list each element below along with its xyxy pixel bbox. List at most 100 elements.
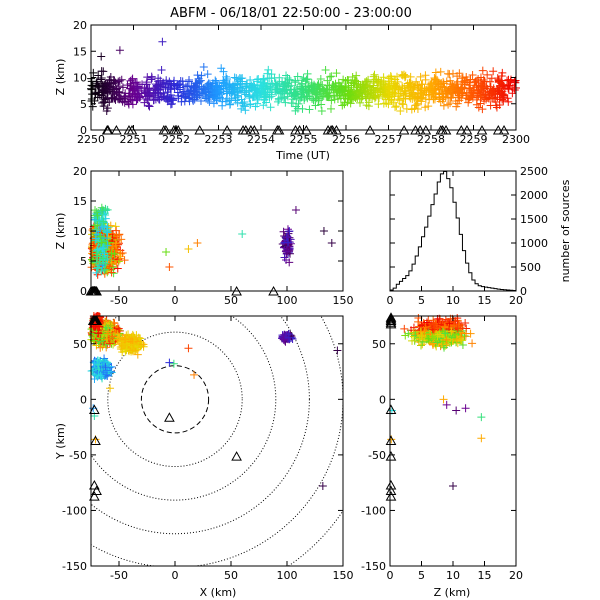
source-marker: [99, 67, 108, 76]
source-marker: [288, 95, 297, 104]
source-marker: [387, 74, 396, 83]
x-tick-label: 150: [333, 569, 354, 582]
source-marker: [157, 65, 166, 74]
y-tick-label: -50: [69, 449, 87, 462]
x-tick-label: 2251: [120, 133, 148, 146]
source-marker: [362, 77, 371, 86]
source-marker: [352, 71, 361, 80]
source-marker: [346, 99, 355, 108]
source-marker: [154, 95, 163, 104]
x-tick-label: 2250: [77, 133, 105, 146]
source-marker: [131, 92, 140, 101]
source-marker: [94, 88, 103, 97]
source-marker: [493, 84, 502, 93]
source-marker: [260, 74, 269, 83]
source-marker: [109, 263, 118, 272]
source-marker: [510, 77, 519, 86]
xz-ylabel: Z (km): [54, 213, 67, 250]
source-marker: [477, 413, 486, 422]
x-tick-label: 0: [387, 294, 394, 307]
source-marker: [421, 88, 430, 97]
source-marker: [103, 80, 112, 89]
x-tick-label: 150: [333, 294, 354, 307]
source-marker: [280, 86, 289, 95]
range-ring: [91, 316, 343, 566]
source-marker: [106, 384, 115, 393]
source-marker: [461, 404, 470, 413]
source-marker: [368, 94, 377, 103]
source-marker: [308, 94, 317, 103]
source-marker: [364, 98, 373, 107]
source-marker: [442, 77, 451, 86]
plot-frame: [90, 170, 344, 292]
source-marker: [417, 97, 426, 106]
source-marker: [142, 80, 151, 89]
source-marker: [253, 92, 262, 101]
source-marker: [332, 69, 341, 78]
source-marker: [481, 90, 490, 99]
source-marker: [452, 102, 461, 111]
source-marker: [436, 97, 445, 106]
source-marker: [435, 93, 444, 102]
source-marker: [413, 89, 422, 98]
source-marker: [478, 105, 487, 114]
zy-xlabel: Z (km): [434, 586, 471, 599]
source-marker: [460, 76, 469, 85]
y-tick-label: 15: [73, 195, 87, 208]
x-tick-label: 0: [387, 569, 394, 582]
x-tick-label: 15: [478, 294, 492, 307]
source-marker: [376, 88, 385, 97]
source-marker: [448, 69, 457, 78]
source-marker: [314, 96, 323, 105]
source-marker: [170, 76, 179, 85]
source-marker: [293, 72, 302, 81]
source-marker: [316, 74, 325, 83]
source-marker: [493, 74, 502, 83]
source-marker: [97, 52, 106, 61]
source-marker: [449, 82, 458, 91]
source-marker: [150, 86, 159, 95]
y-tick-label: 2500: [520, 165, 548, 178]
source-marker: [298, 76, 307, 85]
source-marker: [417, 80, 426, 89]
source-marker: [230, 80, 239, 89]
x-tick-label: 2253: [205, 133, 233, 146]
source-marker: [352, 77, 361, 86]
source-marker: [169, 359, 178, 368]
source-marker: [219, 86, 228, 95]
xy-xlabel: X (km): [200, 586, 237, 599]
source-marker: [333, 87, 342, 96]
source-marker: [163, 79, 172, 88]
source-marker: [207, 90, 216, 99]
source-marker: [401, 94, 410, 103]
xy-ylabel: Y (km): [54, 423, 67, 460]
source-marker: [310, 80, 319, 89]
source-marker: [259, 101, 268, 110]
source-marker: [416, 72, 425, 81]
source-marker: [240, 97, 249, 106]
source-marker: [321, 65, 330, 74]
source-marker: [389, 98, 398, 107]
source-marker: [197, 89, 206, 98]
source-marker: [458, 88, 467, 97]
sensor-marker: [385, 451, 397, 461]
source-marker: [238, 230, 247, 238]
source-marker: [94, 71, 103, 80]
source-marker: [374, 100, 383, 109]
source-marker: [504, 75, 513, 84]
xz-sources: [85, 203, 336, 296]
x-tick-label: 0: [172, 294, 179, 307]
source-marker: [350, 93, 359, 102]
source-marker: [483, 84, 492, 93]
xy-sources: [87, 312, 342, 501]
y-tick-label: 20: [73, 19, 87, 32]
x-tick-label: -50: [110, 294, 128, 307]
source-marker: [365, 93, 374, 102]
source-marker: [478, 66, 487, 75]
source-marker: [508, 89, 517, 98]
source-marker: [466, 81, 475, 90]
source-marker: [236, 79, 245, 88]
y-tick-label: 1500: [520, 213, 548, 226]
